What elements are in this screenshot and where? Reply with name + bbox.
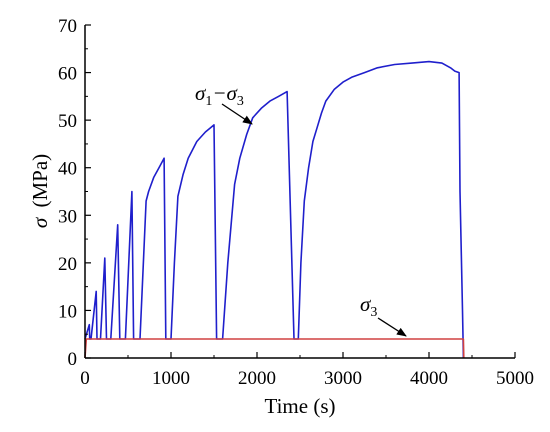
y-tick-label: 70 xyxy=(58,16,77,37)
x-tick-label: 5000 xyxy=(496,368,534,389)
y-tick-label: 40 xyxy=(58,159,77,180)
annotation-confining-arrow xyxy=(377,317,407,337)
y-tick-label: 20 xyxy=(58,254,77,275)
y-tick-label: 50 xyxy=(58,111,77,132)
y-tick-label: 60 xyxy=(58,64,77,85)
x-ticks: 0 1000 2000 3000 4000 5000 xyxy=(80,352,534,389)
y-tick-label: 10 xyxy=(58,301,77,322)
y-axis-unit: (MPa) xyxy=(28,154,52,208)
y-tick-label: 30 xyxy=(58,206,77,227)
series-line-1 xyxy=(84,338,465,359)
y-tick-label: 0 xyxy=(68,349,78,370)
x-tick-label: 4000 xyxy=(410,368,448,389)
x-tick-label: 0 xyxy=(80,368,90,389)
annotation-confining-label: σ3 xyxy=(360,292,377,320)
x-tick-label: 1000 xyxy=(152,368,190,389)
series-line-0 xyxy=(84,60,465,359)
y-axis-symbol: σ xyxy=(28,216,52,228)
y-axis-title: σ (MPa) xyxy=(28,154,52,228)
annotation-deviatoric-arrow xyxy=(221,103,253,125)
x-axis-title: Time (s) xyxy=(265,394,336,418)
annotations: σ1−σ3 σ3 xyxy=(195,81,407,337)
x-tick-label: 3000 xyxy=(324,368,362,389)
x-tick-label: 2000 xyxy=(238,368,276,389)
series-layer xyxy=(84,60,465,359)
annotation-deviatoric-label: σ1−σ3 xyxy=(195,81,244,109)
y-ticks: 0 10 20 30 40 50 60 70 xyxy=(58,16,91,370)
